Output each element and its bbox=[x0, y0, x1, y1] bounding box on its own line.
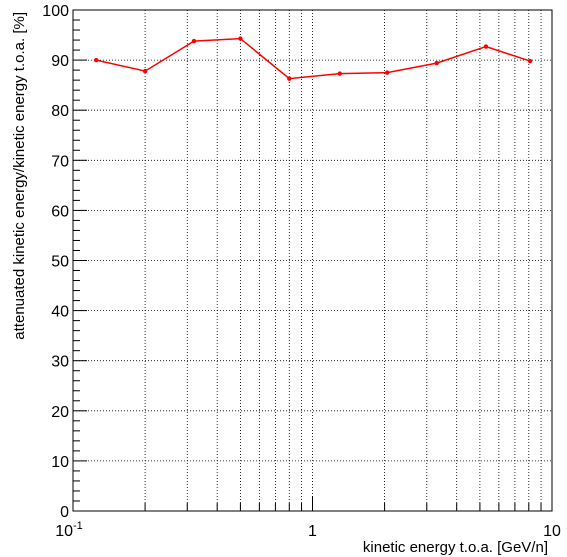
data-point bbox=[483, 44, 489, 49]
y-tick-labels: 0 10 20 30 40 50 60 70 80 90 100 bbox=[42, 3, 69, 521]
x-tick-label: 10-1 bbox=[55, 520, 83, 540]
x-axis-label: kinetic energy t.o.a. [GeV/n] bbox=[363, 539, 548, 556]
data-point bbox=[94, 57, 99, 63]
x-tick-label: 10 bbox=[543, 523, 561, 540]
y-tick-label: 20 bbox=[51, 404, 69, 421]
data-point bbox=[337, 71, 342, 76]
y-tick-label: 100 bbox=[42, 3, 69, 20]
plot-frame bbox=[72, 9, 553, 512]
data-point bbox=[142, 68, 148, 74]
data-point bbox=[238, 36, 243, 41]
data-point bbox=[287, 76, 292, 81]
y-tick-label: 50 bbox=[51, 254, 69, 271]
y-tick-label: 40 bbox=[51, 304, 69, 321]
y-tick-label: 60 bbox=[51, 203, 69, 220]
x-tick-label: 1 bbox=[308, 523, 317, 540]
y-axis-label: attenuated kinetic energy/kinetic energy… bbox=[11, 12, 28, 340]
data-point bbox=[527, 58, 533, 64]
data-point bbox=[191, 38, 197, 44]
data-point bbox=[384, 70, 390, 75]
data-point bbox=[434, 60, 439, 66]
x-tick-labels: 10-1 1 10 bbox=[55, 520, 561, 540]
series bbox=[94, 36, 533, 81]
y-tick-label: 80 bbox=[51, 103, 69, 120]
y-tick-label: 10 bbox=[51, 454, 69, 471]
y-tick-label: 70 bbox=[51, 153, 69, 170]
y-tick-label: 0 bbox=[60, 504, 69, 521]
y-tick-label: 30 bbox=[51, 354, 69, 371]
y-tick-label: 90 bbox=[51, 53, 69, 70]
grid bbox=[73, 10, 552, 511]
series-line bbox=[96, 37, 531, 80]
